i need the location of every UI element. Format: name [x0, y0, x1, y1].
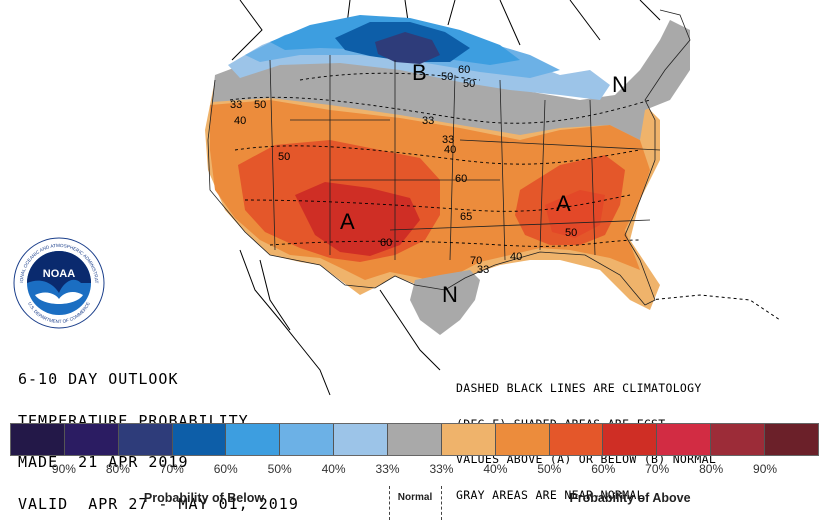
near-normal-marker-northeast: N — [612, 72, 628, 97]
contour-label: 65 — [460, 211, 472, 223]
legend-divider-right — [441, 486, 442, 520]
noaa-logo-text: NOAA — [43, 268, 75, 280]
legend-tick-label: 80% — [105, 462, 130, 476]
contour-label: 33 — [477, 264, 489, 276]
legend-tick-label: 70% — [159, 462, 184, 476]
note-line-1: DASHED BLACK LINES ARE CLIMATOLOGY — [456, 381, 702, 395]
legend-swatch — [11, 424, 65, 455]
noaa-logo: NOAA NATIONAL OCEANIC AND ATMOSPHERIC AD… — [13, 237, 105, 329]
probability-legend-bar — [10, 423, 819, 456]
climatology-contours — [229, 72, 651, 247]
contour-label: 70 — [470, 255, 482, 267]
legend-swatch — [226, 424, 281, 455]
near-normal-marker-texas: N — [442, 282, 458, 307]
outlook-valid-range: VALID APR 27 - MAY 01, 2019 — [18, 494, 299, 513]
legend-swatch — [280, 424, 335, 455]
contour-label: 40 — [234, 115, 246, 127]
contour-label: 33 — [422, 115, 434, 127]
contour-label: 50 — [254, 99, 266, 111]
legend-swatch — [441, 424, 496, 455]
above-normal-marker-east: A — [556, 191, 571, 216]
legend-swatch — [495, 424, 550, 455]
legend-normal-caption: Normal — [397, 492, 433, 503]
legend-tick-label: 40% — [483, 462, 508, 476]
legend-tick-label: 80% — [699, 462, 724, 476]
state-boundaries — [207, 9, 691, 306]
contour-label: 33 — [230, 99, 242, 111]
legend-tick-label: 33% — [429, 462, 454, 476]
legend-below-caption: Probability of Below — [143, 491, 265, 505]
contour-label: 60 — [455, 173, 467, 185]
legend-swatch — [549, 424, 604, 455]
outlook-map: B A A N N 60 50 50 33 50 40 33 33 40 50 … — [205, 0, 781, 396]
legend-tick-label: 60% — [213, 462, 238, 476]
contour-label: 40 — [510, 251, 522, 263]
legend-swatch — [765, 424, 818, 455]
legend-tick-label: 50% — [267, 462, 292, 476]
contour-label: 50 — [278, 151, 290, 163]
contour-label: 50 — [441, 71, 453, 83]
legend-swatch — [118, 424, 173, 455]
legend-swatch — [603, 424, 658, 455]
legend-tick-label: 60% — [591, 462, 616, 476]
legend-swatch — [334, 424, 389, 455]
note-line-4: GRAY AREAS ARE NEAR-NORMAL — [456, 487, 644, 502]
legend-tick-label: 90% — [51, 462, 76, 476]
contour-label: 33 — [442, 134, 454, 146]
contour-label: 60 — [458, 64, 470, 76]
legend-swatch — [711, 424, 766, 455]
legend-divider-left — [389, 486, 390, 520]
outlook-title-line-1: 6-10 DAY OUTLOOK — [18, 370, 179, 388]
contour-label: 50 — [463, 78, 475, 90]
legend-tick-label: 40% — [321, 462, 346, 476]
legend-swatch — [64, 424, 119, 455]
contour-label: 50 — [565, 227, 577, 239]
outlook-made-date: MADE 21 APR 2019 — [18, 453, 189, 471]
contour-labels: 60 50 50 33 50 40 33 33 40 50 60 65 60 7… — [230, 64, 577, 276]
legend-swatch — [172, 424, 227, 455]
note-line-3: VALUES ABOVE (A) OR BELOW (B) NORMAL — [456, 452, 717, 466]
legend-tick-label: 70% — [645, 462, 670, 476]
legend-swatch — [388, 424, 442, 455]
below-normal-marker: B — [412, 60, 427, 85]
legend-above-caption: Probability of Above — [569, 491, 691, 505]
above-normal-marker-west: A — [340, 209, 355, 234]
legend-swatch — [657, 424, 712, 455]
legend-tick-label: 33% — [375, 462, 400, 476]
legend-tick-label: 90% — [753, 462, 778, 476]
contour-label: 60 — [380, 237, 392, 249]
contour-label: 40 — [444, 144, 456, 156]
legend-tick-label: 50% — [537, 462, 562, 476]
